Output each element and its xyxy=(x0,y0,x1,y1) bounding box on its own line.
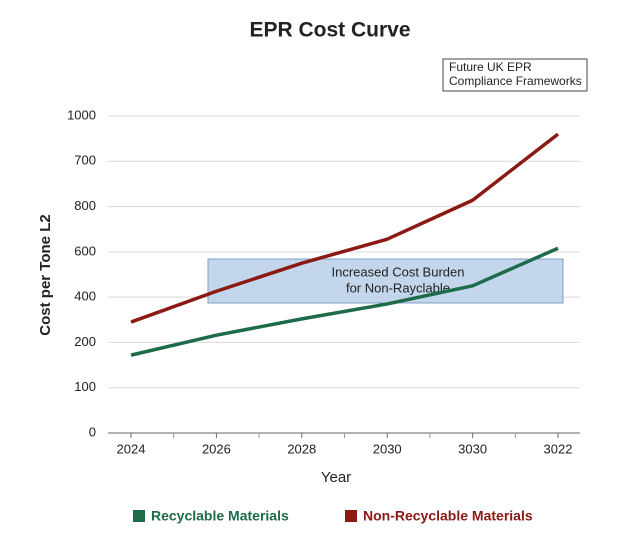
annotation-text: Increased Cost Burden xyxy=(332,264,465,279)
y-tick-label: 1000 xyxy=(67,107,96,122)
y-tick-label: 700 xyxy=(74,153,96,168)
x-tick-label: 2030 xyxy=(373,441,402,456)
note-box xyxy=(442,58,588,92)
y-tick-label: 100 xyxy=(74,379,96,394)
series-line xyxy=(130,132,560,324)
legend-swatch xyxy=(345,510,357,522)
legend-swatch xyxy=(133,510,145,522)
x-axis-title: Year xyxy=(321,469,351,486)
y-tick-label: 600 xyxy=(74,243,96,258)
annotation-box xyxy=(207,258,564,304)
legend-label: Non-Recyclable Materials xyxy=(363,508,533,524)
note-line: Compliance Frameworks xyxy=(449,74,582,88)
chart-title: EPR Cost Curve xyxy=(249,19,410,42)
y-axis-title: Cost per Tone L2 xyxy=(37,214,54,335)
y-tick-label: 400 xyxy=(74,289,96,304)
series-line xyxy=(130,246,559,357)
y-tick-label: 200 xyxy=(74,334,96,349)
y-tick-label: 800 xyxy=(74,198,96,213)
x-tick-label: 2024 xyxy=(117,441,146,456)
legend-label: Recyclable Materials xyxy=(151,508,289,524)
annotation-text: for Non-Rayclable xyxy=(346,280,450,295)
x-tick-label: 2026 xyxy=(202,441,231,456)
note-line: Future UK EPR xyxy=(449,60,532,74)
x-tick-label: 3022 xyxy=(544,441,573,456)
x-tick-label: 2028 xyxy=(287,441,316,456)
y-tick-label: 0 xyxy=(89,424,96,439)
x-tick-label: 3030 xyxy=(458,441,487,456)
